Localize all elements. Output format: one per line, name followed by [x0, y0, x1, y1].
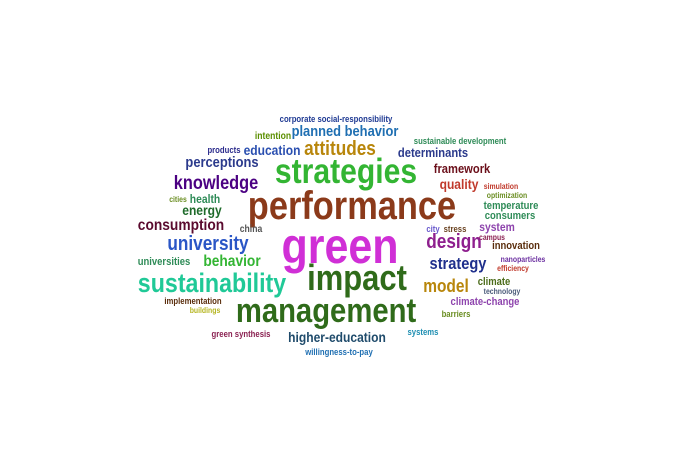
word-planned-behavior: planned behavior — [291, 123, 399, 140]
word-universities: universities — [137, 256, 191, 268]
word-sustainable-development: sustainable development — [413, 136, 507, 146]
word-attitudes: attitudes — [304, 138, 376, 160]
word-temperature: temperature — [483, 200, 539, 212]
word-nanoparticles: nanoparticles — [500, 255, 546, 264]
word-optimization: optimization — [486, 191, 528, 200]
word-systems: systems — [407, 327, 439, 337]
word-determinants: determinants — [397, 145, 469, 160]
word-design: design — [426, 231, 482, 253]
word-strategy: strategy — [429, 254, 487, 273]
word-simulation: simulation — [483, 182, 519, 191]
word-willingness-to-pay: willingness-to-pay — [305, 347, 373, 357]
word-innovation: innovation — [492, 240, 540, 252]
word-city: city — [426, 224, 440, 234]
word-cities: cities — [169, 195, 187, 204]
word-energy: energy — [182, 202, 222, 218]
word-buildings: buildings — [189, 306, 221, 315]
word-university: university — [167, 233, 249, 255]
word-consumption: consumption — [137, 217, 225, 234]
word-quality: quality — [439, 176, 479, 192]
word-strategies: strategies — [274, 152, 418, 191]
word-china: china — [239, 224, 263, 235]
word-model: model — [423, 276, 469, 296]
word-campus: campus — [478, 233, 506, 242]
word-technology: technology — [483, 287, 521, 296]
word-products: products — [207, 145, 241, 155]
word-corporate-social-responsibility: corporate social-responsibility — [279, 114, 393, 124]
word-climate: climate — [477, 276, 511, 288]
word-sustainability: sustainability — [137, 268, 287, 298]
word-higher-education: higher-education — [288, 329, 386, 345]
word-behavior: behavior — [203, 253, 261, 270]
word-impact: impact — [307, 257, 407, 298]
word-intention: intention — [254, 131, 292, 142]
word-green: green — [281, 218, 399, 274]
word-performance: performance — [247, 184, 457, 228]
word-efficiency: efficiency — [497, 264, 529, 273]
word-implementation: implementation — [164, 296, 222, 306]
word-framework: framework — [433, 161, 491, 176]
word-stress: stress — [443, 224, 467, 234]
word-management: management — [235, 292, 417, 330]
word-knowledge: knowledge — [173, 173, 259, 194]
word-health: health — [189, 192, 221, 206]
word-climate-change: climate-change — [450, 296, 520, 308]
word-green-synthesis: green synthesis — [211, 329, 271, 339]
word-education: education — [243, 142, 301, 158]
word-system: system — [479, 220, 515, 234]
word-barriers: barriers — [441, 309, 471, 319]
word-consumers: consumers — [484, 210, 536, 222]
word-perceptions: perceptions — [185, 154, 259, 171]
